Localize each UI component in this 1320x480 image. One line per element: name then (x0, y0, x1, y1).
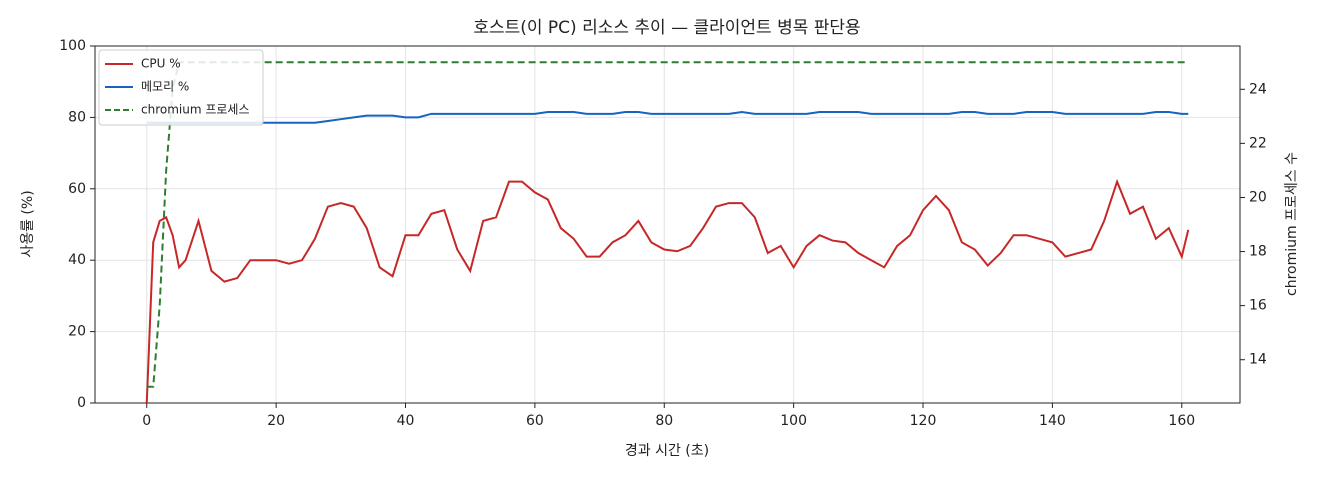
y2-tick-label: 22 (1249, 135, 1267, 151)
x-tick-label: 100 (780, 413, 807, 429)
x-tick-label: 60 (526, 413, 544, 429)
legend-label: chromium 프로세스 (141, 103, 250, 117)
series-line (146, 111, 1189, 124)
y2-tick-label: 16 (1249, 298, 1267, 314)
y2-tick-label: 24 (1249, 81, 1267, 97)
legend-box (98, 49, 264, 126)
plot-frame (94, 45, 1241, 404)
x-tick-label: 80 (655, 413, 673, 429)
x-tick-label: 20 (267, 413, 285, 429)
y2-tick-label: 18 (1249, 244, 1267, 260)
x-tick-label: 120 (910, 413, 937, 429)
x-tick-label: 140 (1039, 413, 1066, 429)
y2-axis-label: chromium 프로세스 수 (1284, 152, 1300, 296)
y-tick-label: 100 (59, 38, 86, 54)
y-tick-label: 20 (68, 324, 86, 340)
y-tick-label: 80 (68, 109, 86, 125)
x-tick-label: 160 (1168, 413, 1195, 429)
y2-tick-label: 20 (1249, 189, 1267, 205)
y-axis-label: 사용률 (%) (20, 190, 36, 257)
legend-label: 메모리 % (141, 80, 189, 94)
x-axis-label: 경과 시간 (초) (625, 443, 709, 459)
y-tick-label: 40 (68, 252, 86, 268)
x-tick-label: 40 (397, 413, 415, 429)
legend-label: CPU % (141, 57, 181, 71)
chart-title: 호스트(이 PC) 리소스 추이 — 클라이언트 병목 판단용 (473, 18, 860, 38)
x-tick-label: 0 (142, 413, 151, 429)
y2-tick-label: 14 (1249, 352, 1267, 368)
series-line (145, 178, 1190, 404)
y-tick-label: 0 (77, 395, 86, 411)
y-tick-label: 60 (68, 181, 86, 197)
series-line (146, 61, 1189, 388)
